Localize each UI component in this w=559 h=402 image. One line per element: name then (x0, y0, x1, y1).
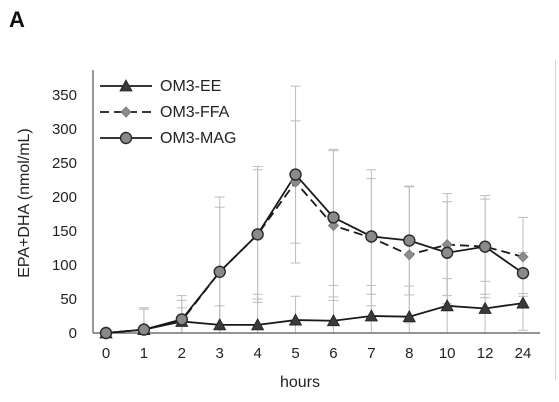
data-point (364, 309, 379, 322)
data-point (289, 168, 302, 181)
data-point (288, 313, 303, 326)
panel-label: A (9, 7, 25, 32)
x-tick-label: 24 (515, 345, 532, 362)
y-axis-title: EPA+DHA (nmol/mL) (16, 128, 33, 278)
data-point (517, 251, 529, 263)
data-point (516, 296, 530, 309)
y-tick-label: 300 (52, 121, 77, 138)
y-tick-labels: 0 50 100 150 200 250 300 350 (52, 87, 77, 342)
x-axis-title: hours (280, 374, 320, 391)
series-line (105, 302, 524, 334)
legend-box (96, 73, 248, 157)
legend-marker (119, 79, 133, 92)
x-tick-label: 2 (178, 345, 186, 362)
data-point (213, 265, 226, 278)
x-tick-label: 5 (291, 345, 299, 362)
x-tick-label: 3 (216, 345, 224, 362)
data-point (440, 298, 454, 312)
y-tick-label: 200 (52, 189, 77, 206)
x-tick-label: 12 (477, 345, 494, 362)
axes (92, 70, 540, 334)
data-point (175, 313, 189, 326)
y-tick-label: 150 (52, 223, 77, 240)
legend-label: OM3-EE (160, 78, 221, 95)
x-tick-label: 6 (329, 345, 337, 362)
data-point (326, 313, 341, 327)
x-tick-label: 7 (367, 345, 375, 362)
y-tick-label: 350 (52, 87, 77, 104)
series-lines (105, 173, 524, 334)
data-point (99, 326, 113, 340)
data-point (251, 228, 264, 241)
y-tick-label: 100 (52, 257, 77, 274)
x-tick-labels: 0 1 2 3 4 5 6 7 8 10 12 24 (102, 345, 532, 362)
y-tick-label: 250 (52, 155, 77, 172)
legend-marker (120, 106, 132, 118)
data-point (402, 309, 416, 323)
data-point (403, 249, 415, 261)
data-point (516, 266, 530, 280)
neighbor-panel-edge (555, 60, 556, 380)
data-point (137, 323, 151, 336)
legend-label: OM3-MAG (160, 130, 236, 147)
series-markers (99, 168, 530, 340)
data-point (365, 230, 378, 243)
data-point (478, 301, 492, 314)
data-point (403, 234, 416, 247)
x-tick-label: 4 (253, 345, 261, 362)
x-tick-label: 10 (439, 345, 456, 362)
legend-label: OM3-FFA (160, 104, 230, 121)
series-line (105, 180, 524, 334)
data-point (213, 318, 227, 331)
x-tick-label: 1 (140, 345, 148, 362)
data-point (478, 240, 492, 253)
data-point (440, 246, 454, 259)
x-tick-label: 8 (405, 345, 413, 362)
y-tick-label: 50 (60, 291, 77, 308)
series-line (105, 173, 524, 334)
data-point (250, 318, 265, 331)
x-tick-label: 0 (102, 345, 110, 362)
y-tick-label: 0 (69, 325, 77, 342)
legend-marker (119, 131, 133, 145)
data-point (327, 211, 340, 224)
legend: OM3-EE OM3-FFA OM3-MAG (96, 73, 248, 157)
